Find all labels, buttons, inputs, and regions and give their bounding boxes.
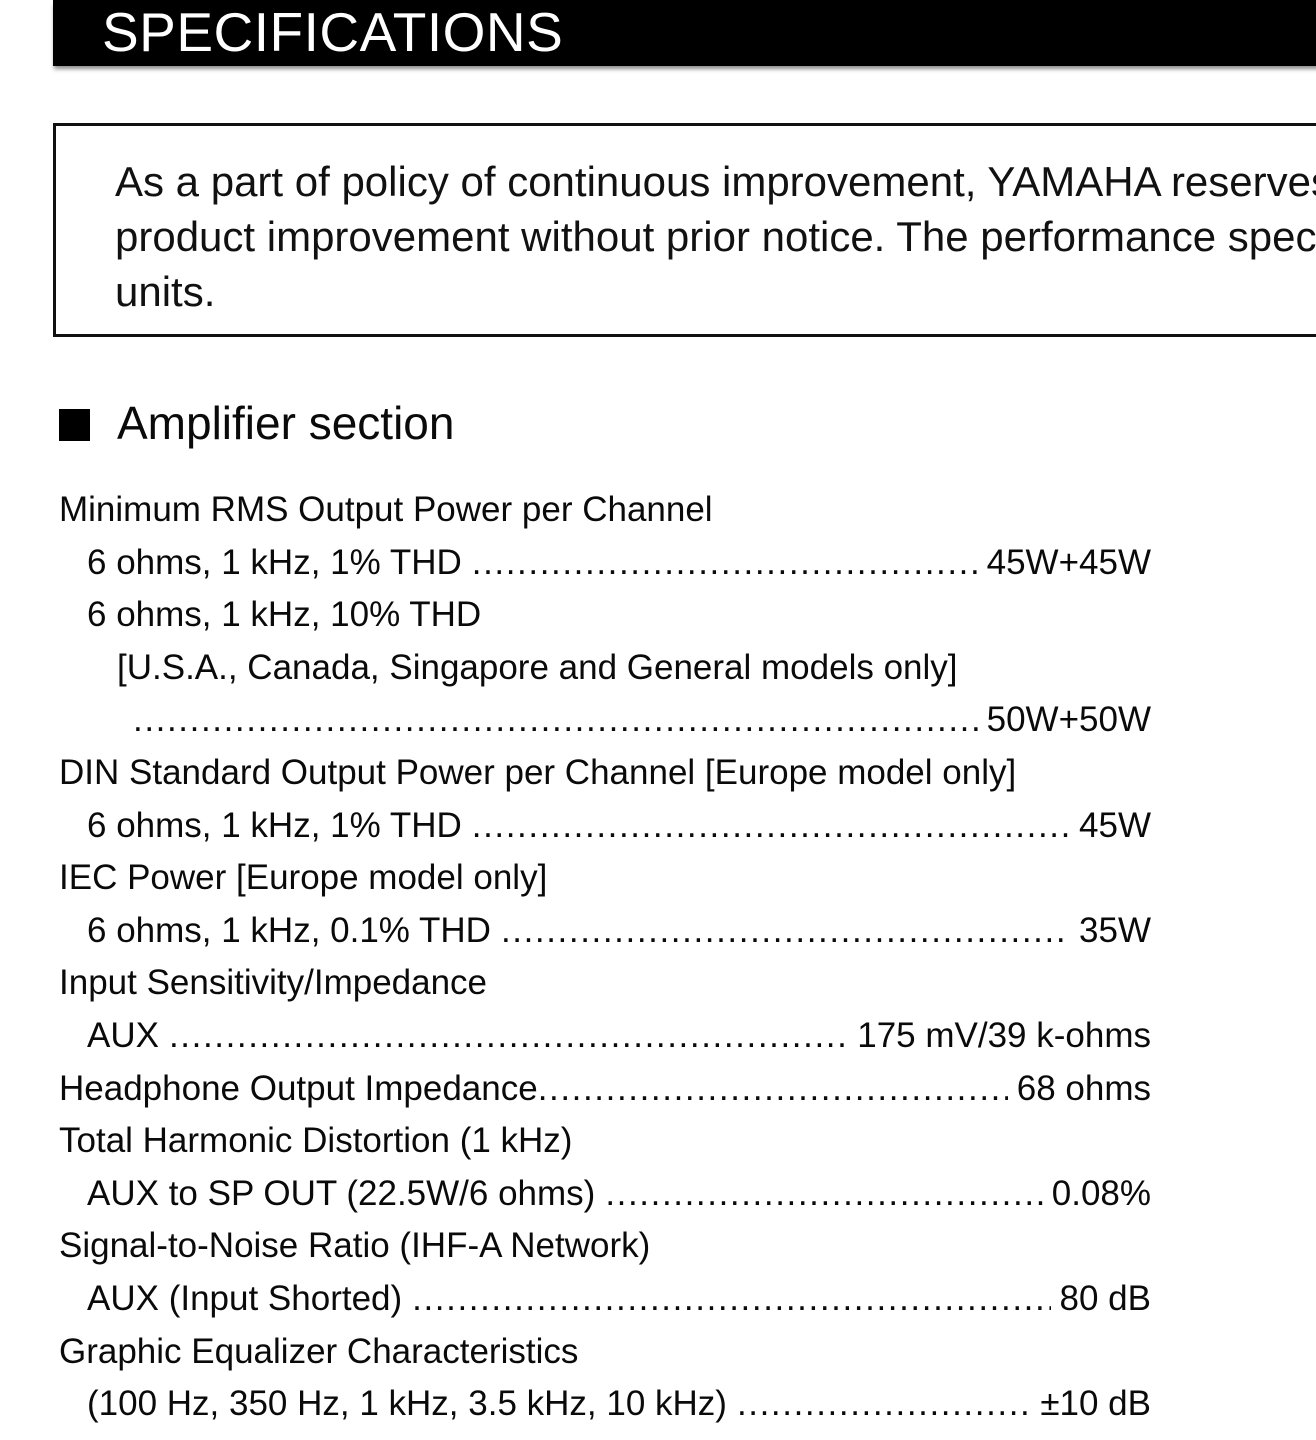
- spec-row: ........................................…: [59, 694, 1151, 747]
- dotted-leader: ........................................…: [471, 542, 978, 582]
- notice-line: units.: [115, 268, 216, 315]
- dotted-leader: ........................................…: [133, 700, 978, 740]
- page-title: SPECIFICATIONS: [102, 1, 564, 63]
- spec-row: (100 Hz, 350 Hz, 1 kHz, 3.5 kHz, 10 kHz)…: [59, 1378, 1151, 1431]
- spec-row: Graphic Equalizer Characteristics: [59, 1326, 1151, 1379]
- spec-value: 35W: [1079, 910, 1151, 950]
- spec-row: Headphone Output Impedance .............…: [59, 1063, 1151, 1116]
- dotted-leader: ........................................…: [168, 1015, 849, 1055]
- spec-label: 6 ohms, 1 kHz, 10% THD: [87, 595, 482, 635]
- spec-value: 80 dB: [1059, 1278, 1151, 1318]
- dotted-leader: ........................................…: [412, 1278, 1050, 1318]
- dotted-leader: ........................................…: [736, 1384, 1032, 1424]
- spec-row: IEC Power [Europe model only]: [59, 852, 1151, 905]
- spec-value: ±10 dB: [1040, 1384, 1151, 1424]
- spec-row: AUX ....................................…: [59, 1010, 1151, 1063]
- dotted-leader: ........................................…: [537, 1068, 1008, 1108]
- spec-label: AUX (Input Shorted): [87, 1278, 403, 1318]
- spec-label: [U.S.A., Canada, Singapore and General m…: [117, 647, 958, 687]
- dotted-leader: ........................................…: [471, 805, 1070, 845]
- spec-label: Graphic Equalizer Characteristics: [59, 1331, 579, 1371]
- spec-value: 45W: [1079, 805, 1151, 845]
- spec-label: Signal-to-Noise Ratio (IHF-A Network): [59, 1226, 651, 1266]
- spec-row: Signal-to-Noise Ratio (IHF-A Network): [59, 1220, 1151, 1273]
- spec-row: [U.S.A., Canada, Singapore and General m…: [59, 642, 1151, 695]
- spec-row: 6 ohms, 1 kHz, 0.1% THD ................…: [59, 905, 1151, 958]
- spec-row: 6 ohms, 1 kHz, 1% THD ..................…: [59, 800, 1151, 853]
- spec-label: Minimum RMS Output Power per Channel: [59, 490, 713, 529]
- spec-value: 45W+45W: [986, 542, 1151, 582]
- spec-row: 6 ohms, 1 kHz, 1% THD ..................…: [59, 537, 1151, 590]
- spec-value: 50W+50W: [986, 700, 1151, 740]
- spec-label: AUX to SP OUT (22.5W/6 ohms): [87, 1173, 596, 1213]
- spec-label: Total Harmonic Distortion (1 kHz): [59, 1121, 573, 1161]
- dotted-leader: ........................................…: [605, 1173, 1043, 1213]
- spec-list: Minimum RMS Output Power per Channel 6 o…: [59, 484, 1151, 1431]
- spec-label: (100 Hz, 350 Hz, 1 kHz, 3.5 kHz, 10 kHz): [87, 1384, 727, 1424]
- spec-row: Minimum RMS Output Power per Channel: [59, 484, 1151, 537]
- notice-box: As a part of policy of continuous improv…: [53, 123, 1316, 337]
- spec-value: 68 ohms: [1016, 1068, 1151, 1108]
- spec-value: 0.08%: [1051, 1173, 1151, 1213]
- title-bar: SPECIFICATIONS: [53, 0, 1316, 66]
- spec-value: 175 mV/39 k-ohms: [857, 1015, 1151, 1055]
- section-heading-label: Amplifier section: [117, 397, 455, 449]
- spec-label: 6 ohms, 1 kHz, 1% THD: [87, 542, 462, 582]
- spec-label: Input Sensitivity/Impedance: [59, 963, 488, 1003]
- spec-label: DIN Standard Output Power per Channel [E…: [59, 752, 1017, 792]
- spec-row: AUX (Input Shorted) ....................…: [59, 1273, 1151, 1326]
- dotted-leader: ........................................…: [500, 910, 1070, 950]
- spec-label: IEC Power [Europe model only]: [59, 858, 548, 898]
- square-bullet-icon: [59, 409, 90, 441]
- notice-line: product improvement without prior notice…: [115, 213, 1316, 260]
- spec-row: 6 ohms, 1 kHz, 10% THD: [59, 589, 1151, 642]
- spec-label: AUX: [87, 1015, 159, 1055]
- notice-line: As a part of policy of continuous improv…: [115, 158, 1316, 205]
- spec-label: 6 ohms, 1 kHz, 0.1% THD: [87, 910, 491, 950]
- spec-label: Headphone Output Impedance: [59, 1068, 538, 1108]
- section-heading: Amplifier section: [59, 396, 454, 450]
- spec-row: Input Sensitivity/Impedance: [59, 957, 1151, 1010]
- spec-row: AUX to SP OUT (22.5W/6 ohms) ...........…: [59, 1168, 1151, 1221]
- spec-row: DIN Standard Output Power per Channel [E…: [59, 747, 1151, 800]
- spec-row: Total Harmonic Distortion (1 kHz): [59, 1115, 1151, 1168]
- spec-label: 6 ohms, 1 kHz, 1% THD: [87, 805, 462, 845]
